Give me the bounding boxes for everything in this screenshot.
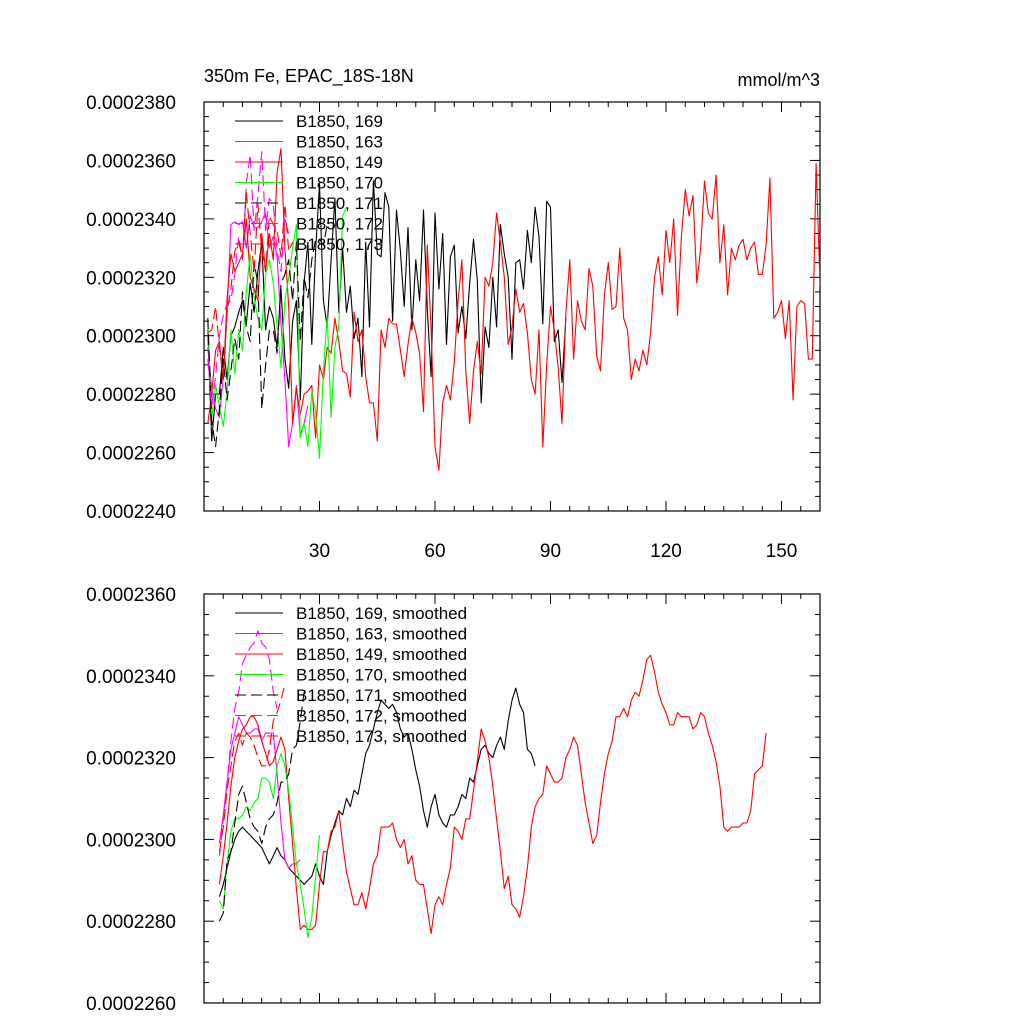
y-tick-label: 0.0002260 [86, 994, 176, 1015]
y-tick-label: 0.0002340 [86, 210, 176, 231]
legend-label: B1850, 171 [296, 194, 383, 213]
y-tick-label: 0.0002360 [86, 585, 176, 606]
series-line-3 [207, 148, 820, 471]
series-group [207, 148, 820, 471]
y-tick-label: 0.0002260 [86, 444, 176, 465]
legend-label: B1850, 173 [296, 235, 383, 254]
legend-label: B1850, 149, smoothed [296, 645, 467, 664]
y-tick-label: 0.0002300 [86, 327, 176, 348]
legend-label: B1850, 172 [296, 215, 383, 234]
series-line-5 [218, 692, 305, 922]
x-tick-label: 90 [540, 541, 561, 562]
x-tick-label: 60 [424, 541, 445, 562]
y-tick-label: 0.0002380 [86, 93, 176, 114]
legend-label: B1850, 171, smoothed [296, 686, 467, 705]
legend-label: B1850, 172, smoothed [296, 707, 467, 726]
legend-label: B1850, 169 [296, 112, 383, 131]
legend-label: B1850, 173, smoothed [296, 727, 467, 746]
y-tick-label: 0.0002320 [86, 749, 176, 770]
legend-label: B1850, 170, smoothed [296, 666, 467, 685]
y-tick-label: 0.0002280 [86, 912, 176, 933]
legend-label: B1850, 163 [296, 133, 383, 152]
legend-label: B1850, 170 [296, 174, 383, 193]
series-line-1 [207, 180, 567, 442]
series-line-7 [207, 192, 294, 381]
x-tick-label: 30 [309, 541, 330, 562]
series-line-5 [207, 224, 328, 448]
y-tick-label: 0.0002360 [86, 151, 176, 172]
chart-title: 350m Fe, EPAC_18S-18N [204, 66, 414, 87]
panel-bottom: 0.0002260 0.0002280 0.0002300 0.0002320 0.00… [86, 585, 821, 1015]
y-tick-label: 0.0002300 [86, 830, 176, 851]
series-line-4 [207, 206, 348, 459]
y-tick-label: 0.0002280 [86, 385, 176, 406]
series-group [218, 630, 767, 939]
legend-label: B1850, 163, smoothed [296, 625, 467, 644]
series-line-1 [218, 687, 536, 897]
series-line-7 [218, 683, 286, 852]
legend-label: B1850, 149 [296, 153, 383, 172]
chart-units: mmol/m^3 [738, 70, 820, 90]
series-line-4 [218, 752, 321, 939]
series-line-3 [218, 654, 767, 935]
y-tick-label: 0.0002340 [86, 667, 176, 688]
series-line-6 [218, 630, 278, 856]
x-tick-label: 150 [766, 541, 798, 562]
panel-top: 350m Fe, EPAC_18S-18N mmol/m^3 0.0002240… [86, 66, 821, 562]
legend-label: B1850, 169, smoothed [296, 604, 467, 623]
x-tick-label: 120 [650, 541, 682, 562]
legend: B1850, 169, smoothed B1850, 163, smoothed… [235, 604, 467, 746]
y-tick-label: 0.0002240 [86, 502, 176, 523]
y-tick-label: 0.0002320 [86, 268, 176, 289]
